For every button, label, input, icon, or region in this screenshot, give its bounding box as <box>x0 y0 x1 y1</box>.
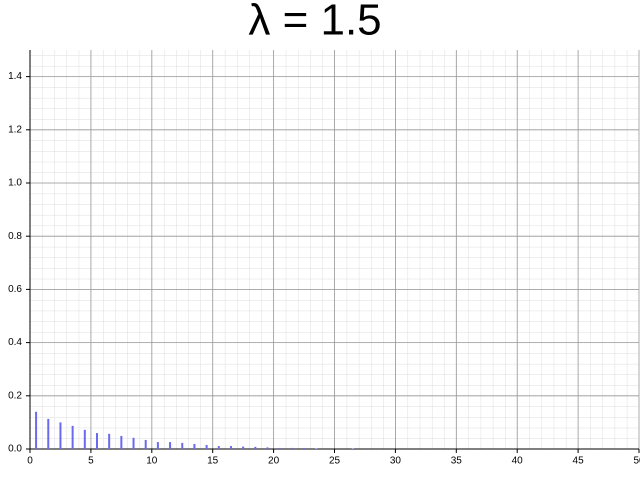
y-tick-label: 0.6 <box>8 284 22 295</box>
bar <box>71 425 74 449</box>
bar <box>290 447 293 449</box>
bar <box>217 446 220 449</box>
bar <box>132 437 135 449</box>
bar <box>315 448 318 449</box>
bar <box>108 433 111 449</box>
bar <box>266 447 269 449</box>
y-tick-label: 0.4 <box>8 337 22 348</box>
bar <box>303 447 306 449</box>
x-tick-label: 50 <box>633 456 640 467</box>
y-tick-label: 1.0 <box>8 178 22 189</box>
x-tick-label: 35 <box>451 456 463 467</box>
y-tick-label: 0.0 <box>8 444 22 455</box>
x-tick-label: 40 <box>512 456 524 467</box>
bar <box>144 439 147 449</box>
bar <box>254 446 257 449</box>
x-tick-label: 25 <box>329 456 341 467</box>
x-tick-label: 15 <box>207 456 219 467</box>
bar <box>205 445 208 449</box>
x-tick-label: 10 <box>146 456 158 467</box>
bar <box>193 443 196 449</box>
bar <box>120 435 123 449</box>
bar <box>83 429 86 449</box>
x-tick-label: 20 <box>268 456 280 467</box>
bar <box>47 418 50 449</box>
x-tick-label: 0 <box>27 456 33 467</box>
bar <box>59 422 62 449</box>
y-tick-label: 0.8 <box>8 231 22 242</box>
bar <box>156 442 159 449</box>
bar <box>35 411 38 449</box>
x-tick-label: 30 <box>390 456 402 467</box>
y-tick-label: 1.2 <box>8 124 22 135</box>
chart-title: λ = 1.5 <box>248 0 381 45</box>
bar <box>95 433 98 449</box>
bar <box>181 442 184 449</box>
y-tick-label: 0.2 <box>8 390 22 401</box>
bar <box>351 448 354 449</box>
y-tick-label: 1.4 <box>8 71 22 82</box>
bar <box>242 446 245 449</box>
x-tick-label: 5 <box>88 456 94 467</box>
bar <box>229 446 232 449</box>
bar <box>278 447 281 449</box>
bar <box>169 442 172 449</box>
x-tick-label: 45 <box>573 456 585 467</box>
